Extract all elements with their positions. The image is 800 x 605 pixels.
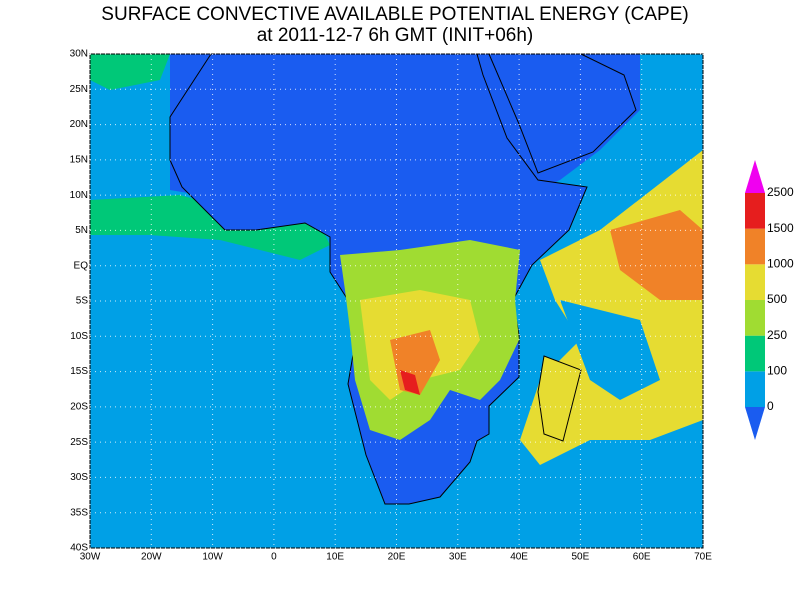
map-field	[89, 53, 704, 549]
gulf-field	[90, 195, 330, 260]
lat-tick-label: 30N	[70, 49, 88, 60]
colorbar-label: 1500	[767, 221, 794, 235]
indian-ocean-low	[560, 300, 660, 400]
lon-tick-label: 40E	[510, 552, 528, 563]
lon-tick-label: 70E	[694, 552, 712, 563]
lat-tick-label: 10S	[70, 331, 88, 342]
colorbar-box	[745, 300, 765, 336]
colorbar-label: 1000	[767, 257, 794, 271]
arabia	[488, 53, 637, 174]
nw-field	[90, 54, 170, 90]
title-line-1: SURFACE CONVECTIVE AVAILABLE POTENTIAL E…	[101, 4, 688, 25]
colorbar-bottom-arrow	[745, 407, 765, 440]
lat-tick-label: 40S	[70, 543, 88, 554]
indian-ocean-high	[610, 210, 703, 300]
colorbar-box	[745, 193, 765, 229]
lon-tick-label: 10E	[326, 552, 344, 563]
lon-tick-label: 10W	[202, 552, 223, 563]
lon-tick-label: 60E	[633, 552, 651, 563]
colorbar-box	[745, 228, 765, 265]
lon-tick-label: 20W	[141, 552, 162, 563]
lon-tick-label: 50E	[572, 552, 590, 563]
lon-tick-label: 20E	[388, 552, 406, 563]
south-africa-peak	[400, 370, 420, 395]
lat-tick-label: 5S	[76, 296, 89, 307]
colorbar-box	[745, 264, 765, 300]
lat-tick-label: 15N	[70, 154, 88, 165]
lat-tick-label: 5N	[75, 225, 88, 236]
colorbar-label: 500	[767, 292, 787, 306]
colorbar-label: 100	[767, 364, 787, 378]
lat-tick-label: EQ	[74, 260, 89, 271]
lat-tick-label: 20S	[70, 401, 88, 412]
lon-tick-label: 30W	[80, 552, 101, 563]
lon-tick-label: 0	[271, 552, 277, 563]
lat-tick-label: 25S	[70, 437, 88, 448]
lat-tick-label: 30S	[70, 472, 88, 483]
lat-tick-label: 35S	[70, 507, 88, 518]
lat-tick-label: 20N	[70, 119, 88, 130]
lat-tick-label: 15S	[70, 366, 88, 377]
madagascar	[537, 355, 582, 442]
colorbar-label: 250	[767, 328, 787, 342]
colorbar-box	[745, 371, 765, 407]
lat-tick-label: 25N	[70, 84, 88, 95]
colorbar-top-arrow	[745, 160, 765, 193]
colorbar-box	[745, 335, 765, 372]
title-line-2: at 2011-12-7 6h GMT (INIT+06h)	[257, 25, 534, 46]
colorbar-label: 0	[767, 399, 774, 413]
lat-tick-label: 10N	[70, 190, 88, 201]
lon-tick-label: 30E	[449, 552, 467, 563]
colorbar-label: 2500	[767, 185, 794, 199]
